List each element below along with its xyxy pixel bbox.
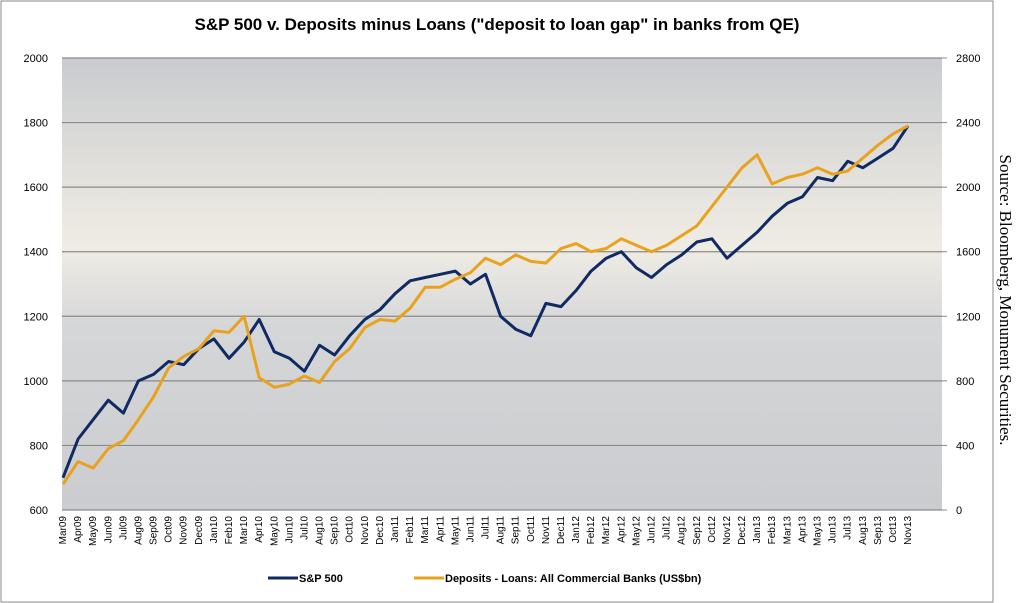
x-tick-label: Jun13 <box>828 516 839 544</box>
x-tick-label: Jan10 <box>209 516 220 544</box>
x-tick-label: Mar11 <box>420 516 431 544</box>
x-tick-label: Jun11 <box>465 516 476 543</box>
x-tick-label: Jun09 <box>103 516 114 544</box>
x-tick-label: Jul09 <box>118 516 129 540</box>
x-tick-label: Oct10 <box>345 516 356 543</box>
x-tick-label: Nov13 <box>903 516 914 545</box>
chart-title: S&P 500 v. Deposits minus Loans ("deposi… <box>195 15 800 34</box>
x-tick-label: Sep13 <box>873 516 884 545</box>
plot-area <box>62 58 942 510</box>
y2-tick-label: 2000 <box>956 182 980 194</box>
page: {"chart_data": {"type": "line", "title":… <box>0 0 1021 603</box>
x-tick-label: Jul13 <box>843 516 854 540</box>
x-tick-label: Sep11 <box>511 516 522 545</box>
x-tick-label: Mar13 <box>782 516 793 545</box>
x-tick-label: Feb12 <box>586 516 597 545</box>
y-tick-label: 1400 <box>24 247 48 259</box>
x-tick-label: May09 <box>88 516 99 546</box>
x-tick-label: Sep09 <box>149 516 160 545</box>
y2-tick-label: 2800 <box>956 53 980 65</box>
x-tick-label: Mar10 <box>239 516 250 545</box>
x-tick-label: Mar12 <box>601 516 612 545</box>
x-tick-label: Sep10 <box>330 516 341 545</box>
x-tick-label: Jun10 <box>284 516 295 544</box>
x-tick-label: Apr12 <box>616 516 627 543</box>
source: Source: Bloomberg, Monument Securities. <box>996 154 1015 445</box>
x-tick-label: Apr13 <box>797 516 808 543</box>
y2-tick-label: 800 <box>956 376 974 388</box>
x-tick-label: Jul12 <box>662 516 673 540</box>
y2-tick-label: 1200 <box>956 311 980 323</box>
y-tick-label: 2000 <box>24 53 48 65</box>
x-tick-label: Dec10 <box>375 516 386 545</box>
y-tick-label: 1800 <box>24 118 48 130</box>
x-tick-label: Dec12 <box>737 516 748 545</box>
x-tick-label: Nov09 <box>179 516 190 545</box>
x-tick-label: Nov11 <box>541 516 552 545</box>
x-tick-label: Oct12 <box>707 516 718 543</box>
x-tick-label: Sep12 <box>692 516 703 545</box>
x-tick-label: Dec09 <box>194 516 205 545</box>
y-tick-label: 1000 <box>24 376 48 388</box>
x-tick-label: Apr10 <box>254 516 265 543</box>
y2-tick-label: 400 <box>956 440 974 452</box>
y2-tick-label: 0 <box>956 505 962 517</box>
x-tick-label: Jan12 <box>571 516 582 544</box>
x-tick-label: Jul11 <box>481 516 492 540</box>
y-tick-label: 1600 <box>24 182 48 194</box>
x-tick-label: Jan11 <box>390 516 401 543</box>
y-tick-label: 600 <box>30 505 48 517</box>
x-tick-label: Oct09 <box>164 516 175 543</box>
legend-label: Deposits - Loans: All Commercial Banks (… <box>445 573 702 585</box>
chart: S&P 500 v. Deposits minus Loans ("deposi… <box>0 0 1021 603</box>
x-tick-label: Jan13 <box>752 516 763 544</box>
x-tick-label: May13 <box>813 516 824 546</box>
x-tick-label: Jun12 <box>647 516 658 544</box>
y2-tick-label: 1600 <box>956 247 980 259</box>
x-tick-label: May11 <box>450 516 461 546</box>
x-tick-label: Aug10 <box>315 516 326 545</box>
legend-label: S&P 500 <box>299 573 343 585</box>
x-tick-label: Aug09 <box>133 516 144 545</box>
x-tick-label: May10 <box>269 516 280 546</box>
x-tick-label: Aug12 <box>677 516 688 545</box>
x-tick-label: May12 <box>631 516 642 546</box>
y2-tick-label: 2400 <box>956 118 980 130</box>
x-tick-label: Oct13 <box>888 516 899 543</box>
x-tick-label: Feb11 <box>405 516 416 544</box>
y-tick-label: 1200 <box>24 311 48 323</box>
x-tick-label: Nov10 <box>360 516 371 545</box>
x-tick-label: Apr09 <box>73 516 84 543</box>
y-tick-label: 800 <box>30 440 48 452</box>
x-tick-label: Oct11 <box>526 516 537 542</box>
x-tick-label: Aug11 <box>496 516 507 545</box>
x-tick-label: Apr11 <box>435 516 446 542</box>
x-tick-label: Feb13 <box>767 516 778 545</box>
x-tick-label: Aug13 <box>858 516 869 545</box>
x-tick-label: Dec11 <box>556 516 567 545</box>
x-tick-label: Nov12 <box>722 516 733 545</box>
x-tick-label: Jul10 <box>299 516 310 540</box>
x-tick-label: Feb10 <box>224 516 235 545</box>
x-tick-label: Mar09 <box>58 516 69 545</box>
